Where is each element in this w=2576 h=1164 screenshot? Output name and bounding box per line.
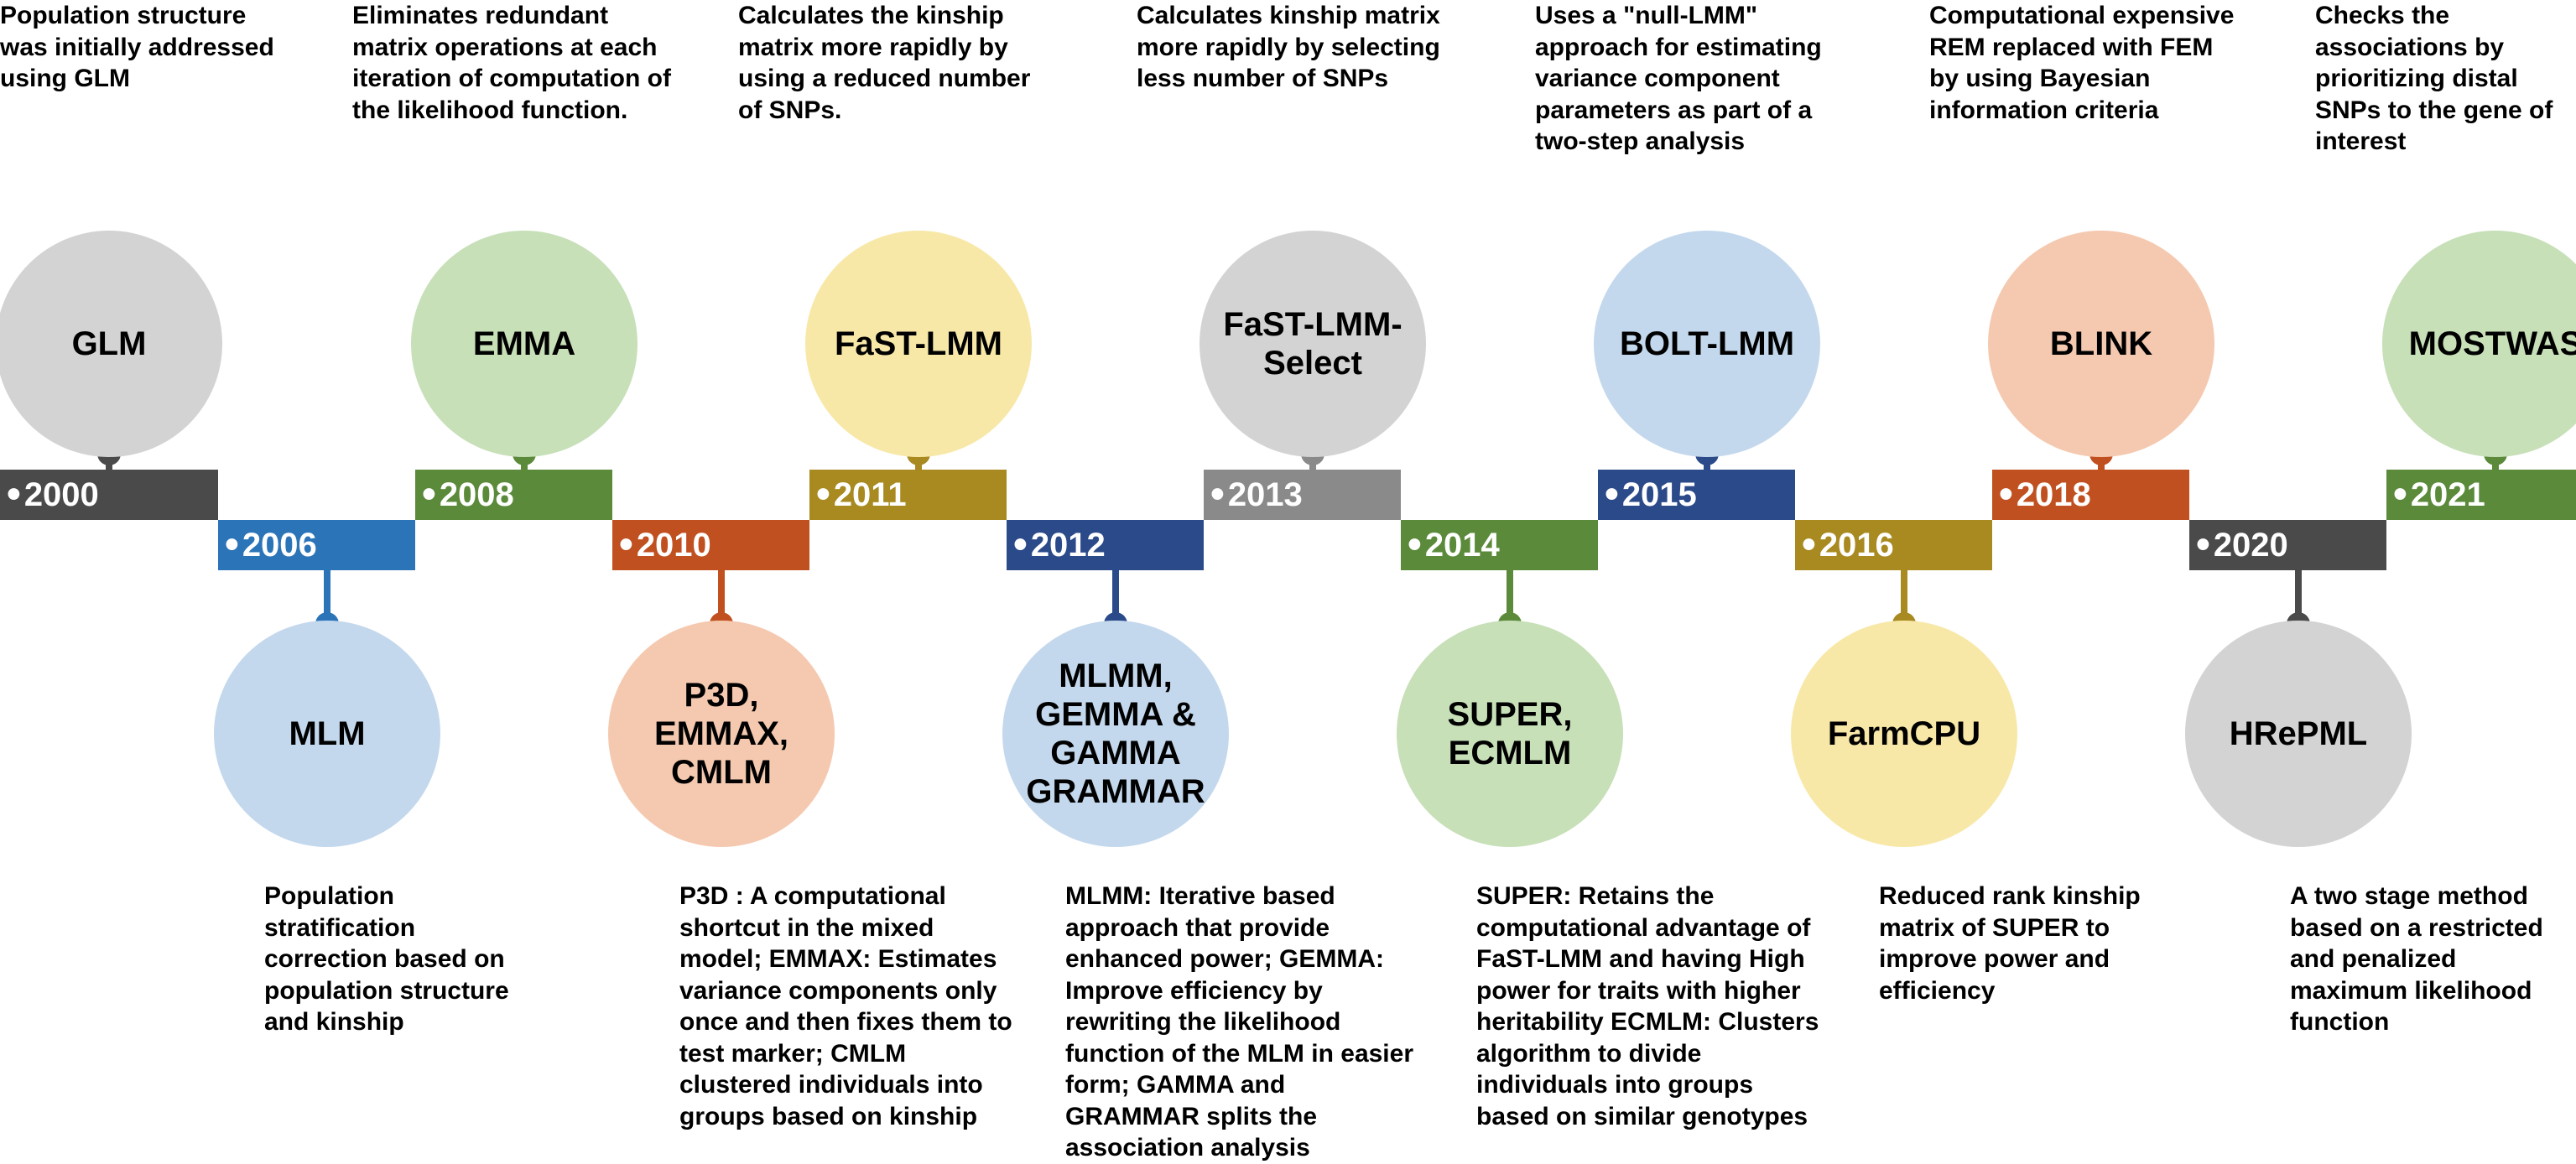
method-circle: FaST-LMM <box>805 231 1032 457</box>
method-name: FarmCPU <box>1828 715 1980 753</box>
year-bar-2008: 2008 <box>415 470 612 520</box>
method-description: Calculates the kinship matrix more rapid… <box>738 0 1049 126</box>
method-circle: FarmCPU <box>1791 621 2017 847</box>
year-bar-2021: 2021 <box>2386 470 2576 520</box>
method-description: Checks the associations by prioritizing … <box>2315 0 2575 158</box>
year-bar-2012: 2012 <box>1007 520 1204 570</box>
method-description: Eliminates redundant matrix operations a… <box>352 0 671 126</box>
method-circle: BLINK <box>1988 231 2214 457</box>
method-name: EMMA <box>473 325 575 363</box>
method-name: MOSTWAS <box>2409 325 2576 363</box>
method-description: P3D : A computational shortcut in the mi… <box>679 881 1015 1132</box>
method-description: Calculates kinship matrix more rapidly b… <box>1137 0 1447 95</box>
method-circle: P3D, EMMAX, CMLM <box>608 621 835 847</box>
method-description: MLMM: Iterative based approach that prov… <box>1065 881 1418 1164</box>
year-bar-2016: 2016 <box>1795 520 1992 570</box>
year-label: 2018 <box>2017 476 2091 514</box>
method-name: BLINK <box>2050 325 2152 363</box>
year-bar-2013: 2013 <box>1204 470 1401 520</box>
method-name: P3D, EMMAX, CMLM <box>622 676 821 792</box>
year-label: 2006 <box>242 527 317 564</box>
year-label: 2014 <box>1425 527 1500 564</box>
method-name: SUPER, ECMLM <box>1410 695 1610 772</box>
method-description: Population structure was initially addre… <box>0 0 294 95</box>
method-name: GLM <box>72 325 147 363</box>
method-name: HRePML <box>2230 715 2367 753</box>
method-circle: SUPER, ECMLM <box>1397 621 1623 847</box>
method-circle: GLM <box>0 231 222 457</box>
year-bar-2010: 2010 <box>612 520 809 570</box>
year-bar-2011: 2011 <box>809 470 1007 520</box>
method-description: Population stratification correction bas… <box>264 881 533 1038</box>
method-circle: HRePML <box>2185 621 2412 847</box>
year-label: 2008 <box>440 476 514 514</box>
year-label: 2000 <box>24 476 99 514</box>
year-bar-2014: 2014 <box>1401 520 1598 570</box>
year-bar-2020: 2020 <box>2189 520 2386 570</box>
year-label: 2020 <box>2214 527 2288 564</box>
method-description: Reduced rank kinship matrix of SUPER to … <box>1879 881 2164 1006</box>
method-circle: MLMM, GEMMA & GAMMA GRAMMAR <box>1002 621 1229 847</box>
method-description: Uses a "null-LMM" approach for estimatin… <box>1535 0 1871 158</box>
year-bar-2015: 2015 <box>1598 470 1795 520</box>
method-circle: BOLT-LMM <box>1594 231 1820 457</box>
method-circle: MOSTWAS <box>2382 231 2576 457</box>
year-label: 2011 <box>834 476 907 514</box>
method-circle: FaST-LMM-Select <box>1200 231 1426 457</box>
year-label: 2015 <box>1622 476 1697 514</box>
year-label: 2021 <box>2411 476 2485 514</box>
year-label: 2012 <box>1031 527 1106 564</box>
method-description: Computational expensive REM replaced wit… <box>1929 0 2248 126</box>
year-bar-2018: 2018 <box>1992 470 2189 520</box>
method-description: SUPER: Retains the computational advanta… <box>1476 881 1829 1132</box>
method-name: MLM <box>289 715 365 753</box>
year-label: 2016 <box>1819 527 1894 564</box>
year-label: 2010 <box>637 527 711 564</box>
method-circle: MLM <box>214 621 440 847</box>
method-name: MLMM, GEMMA & GAMMA GRAMMAR <box>1016 657 1215 811</box>
method-description: A two stage method based on a restricted… <box>2290 881 2558 1038</box>
year-bar-2000: 2000 <box>0 470 218 520</box>
method-circle: EMMA <box>411 231 637 457</box>
year-bar-2006: 2006 <box>218 520 415 570</box>
method-name: BOLT-LMM <box>1620 325 1794 363</box>
method-name: FaST-LMM <box>835 325 1002 363</box>
year-label: 2013 <box>1228 476 1303 514</box>
method-name: FaST-LMM-Select <box>1213 305 1413 382</box>
